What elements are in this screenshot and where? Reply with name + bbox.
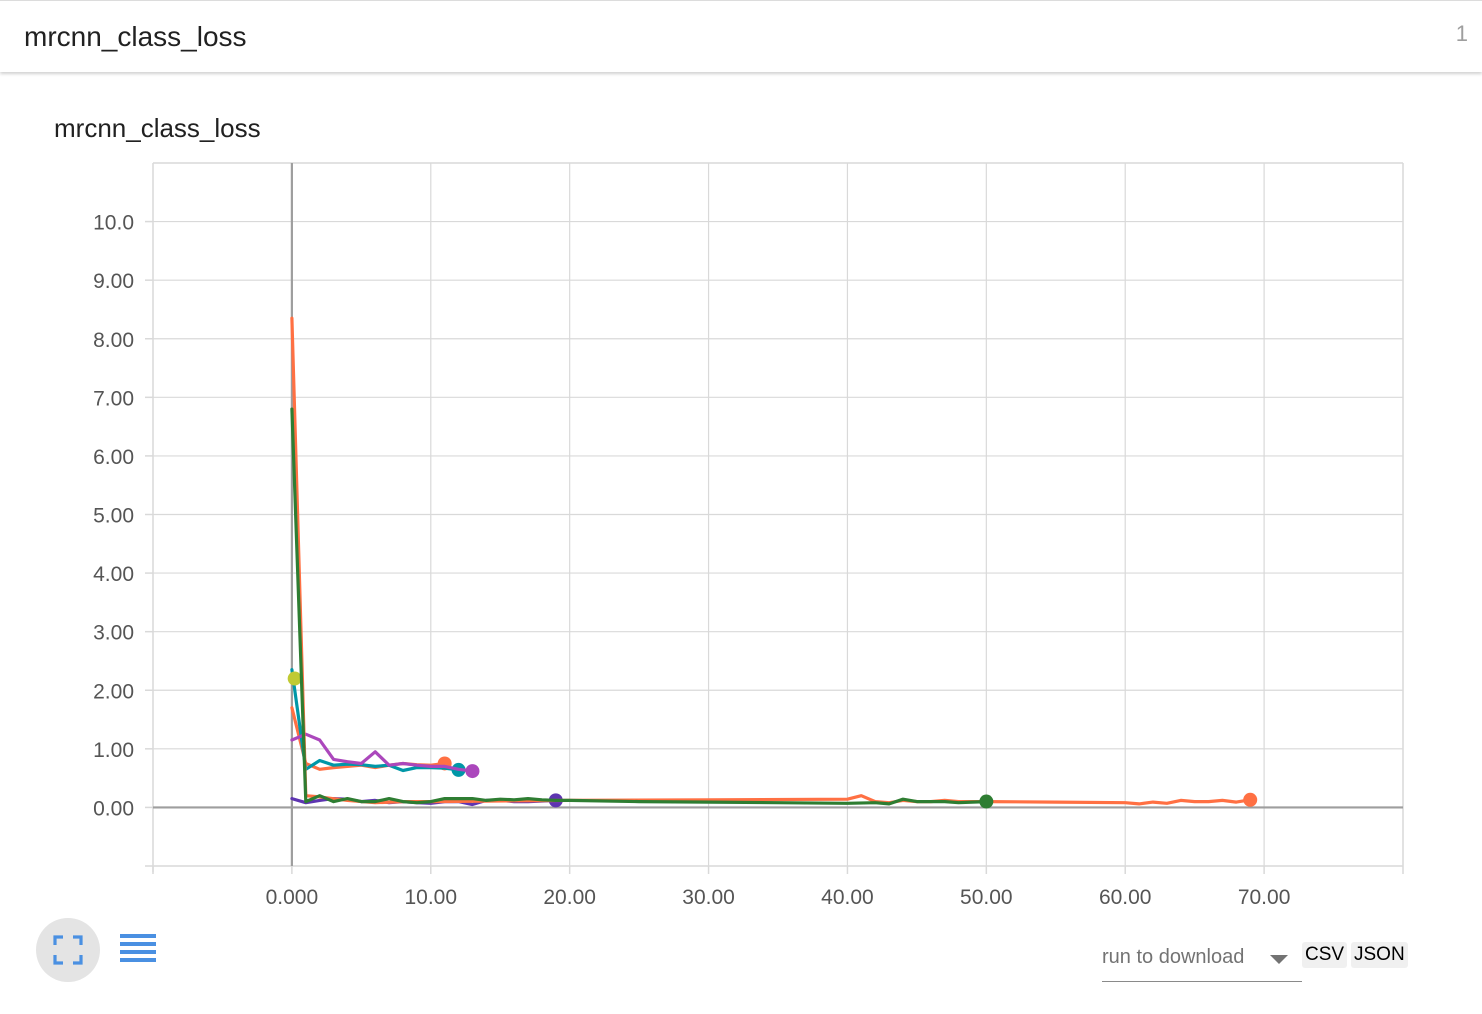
data-list-button[interactable] — [116, 932, 160, 968]
download-json-link[interactable]: JSON — [1351, 942, 1408, 968]
chevron-down-icon — [1270, 955, 1288, 964]
chart-grid — [145, 162, 1404, 874]
card-title: mrcnn_class_loss — [24, 21, 247, 52]
series-endpoint-6[interactable] — [979, 794, 994, 809]
x-tick-label: 70.00 — [1238, 886, 1291, 909]
y-tick-label: 9.00 — [93, 270, 134, 293]
y-tick-label: 4.00 — [93, 563, 134, 586]
series-endpoint-3[interactable] — [287, 671, 302, 686]
chart-tick-labels: 0.000 10.00 20.00 30.00 40.00 50.00 60.00 70.00… — [93, 212, 1290, 909]
series-line-5[interactable] — [290, 316, 1252, 806]
x-tick-label: 50.00 — [960, 886, 1013, 909]
chart-title: mrcnn_class_loss — [54, 113, 261, 143]
series-line-1[interactable] — [290, 668, 461, 773]
x-tick-label: 30.00 — [682, 886, 735, 909]
series-endpoint-5[interactable] — [1243, 792, 1258, 807]
series-endpoint-2[interactable] — [465, 764, 480, 779]
y-tick-label: 10.0 — [93, 212, 134, 235]
y-tick-label: 3.00 — [93, 622, 134, 645]
y-tick-label: 1.00 — [93, 739, 134, 762]
y-tick-label: 6.00 — [93, 446, 134, 469]
y-tick-label: 0.00 — [93, 797, 134, 820]
download-csv-link[interactable]: CSV — [1302, 942, 1348, 968]
chart-series[interactable] — [287, 316, 1258, 809]
y-tick-label: 8.00 — [93, 329, 134, 352]
fullscreen-icon — [53, 935, 83, 965]
list-icon — [120, 934, 156, 962]
card-header[interactable]: mrcnn_class_loss 1 — [0, 0, 1482, 72]
x-tick-label: 0.000 — [266, 886, 319, 909]
fullscreen-button[interactable] — [36, 918, 100, 982]
run-select-label: run to download — [1102, 946, 1245, 968]
x-tick-label: 20.00 — [543, 886, 596, 909]
series-line-6[interactable] — [290, 407, 988, 806]
x-tick-label: 10.00 — [404, 886, 457, 909]
x-tick-label: 40.00 — [821, 886, 874, 909]
chart-axes — [153, 163, 1403, 866]
y-tick-label: 2.00 — [93, 680, 134, 703]
y-tick-label: 7.00 — [93, 387, 134, 410]
x-tick-label: 60.00 — [1099, 886, 1152, 909]
card-count-badge: 1 — [1455, 21, 1468, 46]
run-to-download-select[interactable]: run to download — [1102, 938, 1302, 982]
series-line-2[interactable] — [290, 732, 474, 773]
y-tick-label: 5.00 — [93, 505, 134, 528]
